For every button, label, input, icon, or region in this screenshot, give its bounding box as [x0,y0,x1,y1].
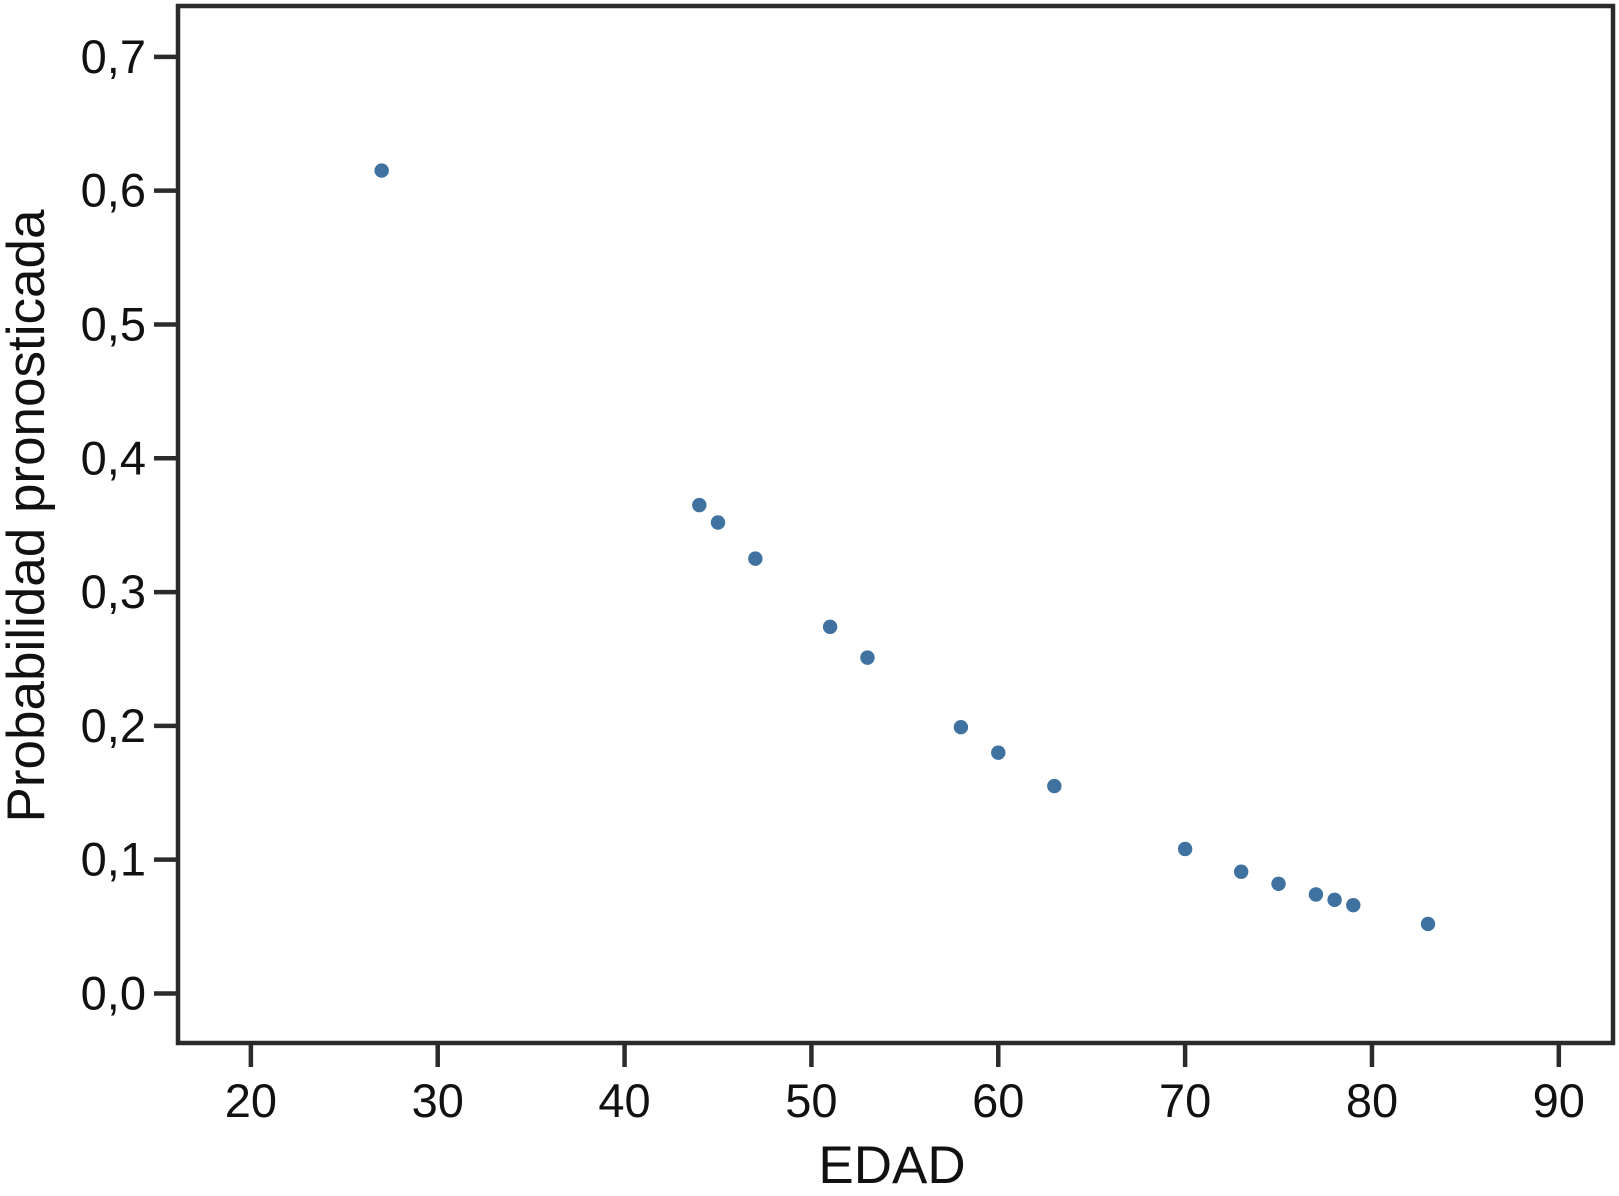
x-axis-ticks: 20 30 40 50 60 70 80 90 [225,1043,1585,1127]
data-point [1271,876,1286,891]
x-axis-title: EDAD [818,1136,965,1195]
plot-frame [175,3,1616,1046]
data-point [692,497,707,513]
data-point [1233,864,1249,879]
x-tick-label: 30 [412,1074,464,1127]
y-tick-label: 0,3 [81,565,146,618]
y-tick-label: 0,5 [81,297,146,350]
data-point [748,551,763,566]
data-points-layer [374,163,1436,932]
x-tick-label: 80 [1346,1074,1398,1127]
data-point [822,619,838,635]
data-point [1047,778,1062,794]
data-point [1308,887,1324,902]
data-point [1177,841,1193,857]
data-point [991,745,1006,760]
x-tick-label: 70 [1159,1074,1211,1127]
y-tick-label: 0,4 [81,431,146,484]
y-axis-title: Probabilidad pronosticada [0,209,56,822]
y-tick-label: 0,7 [81,30,146,83]
data-point [860,650,875,665]
y-tick-label: 0,2 [81,699,146,752]
y-tick-label: 0,1 [81,833,146,886]
data-point [1420,916,1436,932]
data-point [953,720,969,735]
data-point [1327,892,1342,908]
x-tick-label: 60 [972,1074,1024,1127]
x-tick-label: 20 [225,1074,277,1127]
data-point [374,163,389,178]
data-point [1346,897,1361,913]
x-tick-label: 90 [1533,1074,1585,1127]
x-tick-label: 40 [598,1074,650,1127]
data-point [710,515,726,530]
y-axis-ticks: 0,0 0,1 0,2 0,3 0,4 0,5 0,6 0,7 [81,30,178,1019]
y-tick-label: 0,6 [81,164,146,217]
y-tick-label: 0,0 [81,966,146,1019]
x-tick-label: 50 [785,1074,837,1127]
